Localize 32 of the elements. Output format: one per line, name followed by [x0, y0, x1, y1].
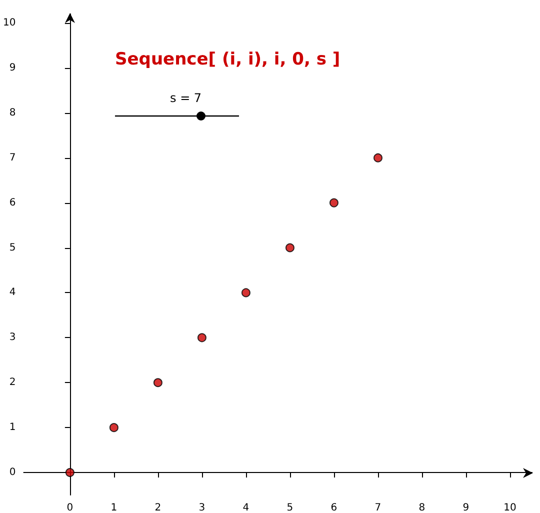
y-tick-label: 9: [9, 62, 16, 74]
x-tick-label: 8: [418, 502, 426, 513]
point: [65, 468, 74, 478]
point: [241, 288, 250, 298]
x-tick-label: 0: [66, 502, 74, 513]
point: [329, 198, 338, 208]
y-tick-label: 6: [9, 197, 16, 208]
x-tick-label: 6: [330, 502, 338, 513]
point: [109, 423, 118, 432]
y-tick-label: 7: [9, 152, 16, 164]
y-tick-label: 0: [9, 467, 16, 478]
y-tick-label: 4: [9, 287, 16, 298]
y-tick-label: 10: [2, 17, 16, 28]
x-tick-label: 7: [374, 502, 382, 513]
x-tick-label: 3: [198, 502, 206, 513]
point: [285, 243, 294, 252]
y-tick-label: 8: [9, 107, 16, 118]
y-tick-label: 1: [9, 422, 16, 434]
y-tick-label: 5: [9, 242, 16, 254]
x-tick-label: 2: [154, 502, 162, 513]
x-tick-label: 5: [286, 502, 294, 513]
point: [153, 378, 162, 388]
y-tick-label: 3: [9, 332, 16, 344]
point: [373, 153, 382, 162]
x-tick-label: 1: [110, 502, 118, 513]
x-tick-label: 4: [242, 502, 250, 513]
point: [197, 333, 206, 342]
text: Sequence[ (i, i), i, 0, s ]: [115, 50, 340, 70]
annotation: s = 7: [170, 91, 202, 105]
x-tick-label: 10: [504, 502, 516, 513]
x-tick-label: 9: [462, 502, 470, 513]
y-tick-label: 2: [9, 377, 16, 388]
